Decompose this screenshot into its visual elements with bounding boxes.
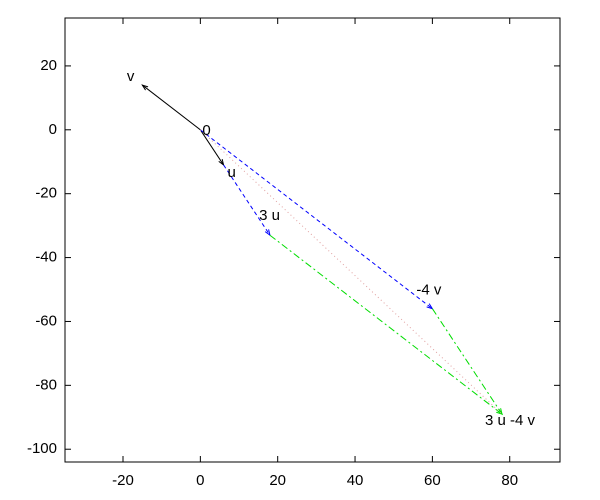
x-tick-label: 0 [196, 472, 204, 489]
x-tick-label: 80 [501, 472, 518, 489]
arrow-head [496, 408, 503, 416]
vector-segment [199, 129, 224, 166]
y-tick-label: 0 [49, 121, 57, 138]
y-tick-label: 20 [40, 57, 57, 74]
vector-segment [431, 308, 503, 415]
vector-segment [200, 129, 433, 310]
vector-segment [223, 164, 271, 236]
point-label: 3 u -4 v [485, 412, 536, 429]
arrow-head [426, 303, 434, 310]
arrow-head [218, 158, 225, 167]
vector-segment [269, 234, 503, 415]
x-tick-label: 20 [269, 472, 286, 489]
point-label: -4 v [416, 282, 442, 299]
x-tick-label: 60 [424, 472, 441, 489]
vector-segment [200, 129, 503, 415]
arrow-head [141, 84, 149, 91]
point-label: v [127, 68, 135, 85]
x-tick-label: 40 [347, 472, 364, 489]
y-tick-label: -100 [27, 440, 57, 457]
y-tick-label: -20 [35, 185, 57, 202]
x-tick-label: -20 [112, 472, 134, 489]
point-label: 3 u [259, 207, 280, 224]
point-label: 0 [202, 122, 210, 139]
y-tick-label: -80 [35, 376, 57, 393]
y-tick-label: -40 [35, 249, 57, 266]
vector-segment [142, 84, 201, 131]
y-tick-label: -60 [35, 312, 57, 329]
point-label: u [228, 164, 236, 181]
plot-frame [64, 17, 561, 463]
